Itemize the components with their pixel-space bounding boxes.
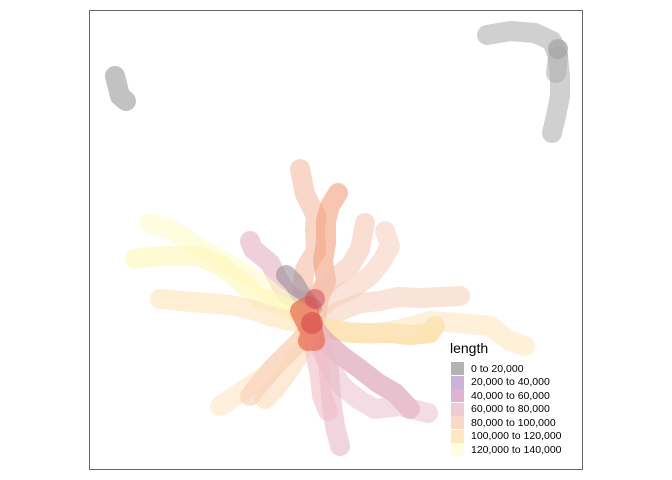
legend-item: 20,000 to 40,000 (448, 375, 578, 390)
route-endpoint (548, 39, 568, 59)
legend-label: 100,000 to 120,000 (471, 430, 562, 443)
legend: length 0 to 20,000 20,000 to 40,000 40,000… (448, 340, 578, 457)
route-line (477, 21, 568, 83)
route-hub (305, 289, 325, 309)
route-line (150, 289, 320, 333)
legend-label: 120,000 to 140,000 (471, 443, 562, 456)
legend-label: 60,000 to 80,000 (471, 403, 550, 416)
legend-items: 0 to 20,000 20,000 to 40,000 40,000 to 60,… (448, 362, 578, 457)
legend-swatch (451, 375, 464, 389)
legend-swatch (451, 362, 464, 376)
legend-item: 80,000 to 100,000 (448, 416, 578, 430)
routes-layer (105, 21, 570, 456)
route-line (125, 246, 321, 329)
legend-swatch (451, 443, 464, 457)
route-line (105, 66, 136, 111)
route-line (302, 311, 535, 356)
legend-swatch (451, 416, 464, 430)
route-line (307, 221, 400, 321)
route-hub (301, 312, 323, 334)
legend-item: 100,000 to 120,000 (448, 429, 578, 444)
legend-label: 80,000 to 100,000 (471, 416, 556, 429)
legend-swatch (451, 402, 464, 416)
route-line (308, 286, 470, 333)
legend-swatch (451, 389, 464, 403)
legend-item: 120,000 to 140,000 (448, 443, 578, 457)
legend-item: 60,000 to 80,000 (448, 402, 578, 417)
legend-label: 40,000 to 60,000 (471, 389, 550, 402)
legend-swatch (451, 429, 464, 443)
legend-title: length (450, 340, 489, 356)
map-panel[interactable] (89, 10, 583, 470)
legend-label: 0 to 20,000 (471, 362, 524, 375)
route-map (105, 21, 570, 456)
legend-item: 40,000 to 60,000 (448, 389, 578, 403)
legend-item: 0 to 20,000 (448, 362, 578, 376)
route-line (542, 46, 570, 143)
legend-label: 20,000 to 40,000 (471, 376, 550, 389)
